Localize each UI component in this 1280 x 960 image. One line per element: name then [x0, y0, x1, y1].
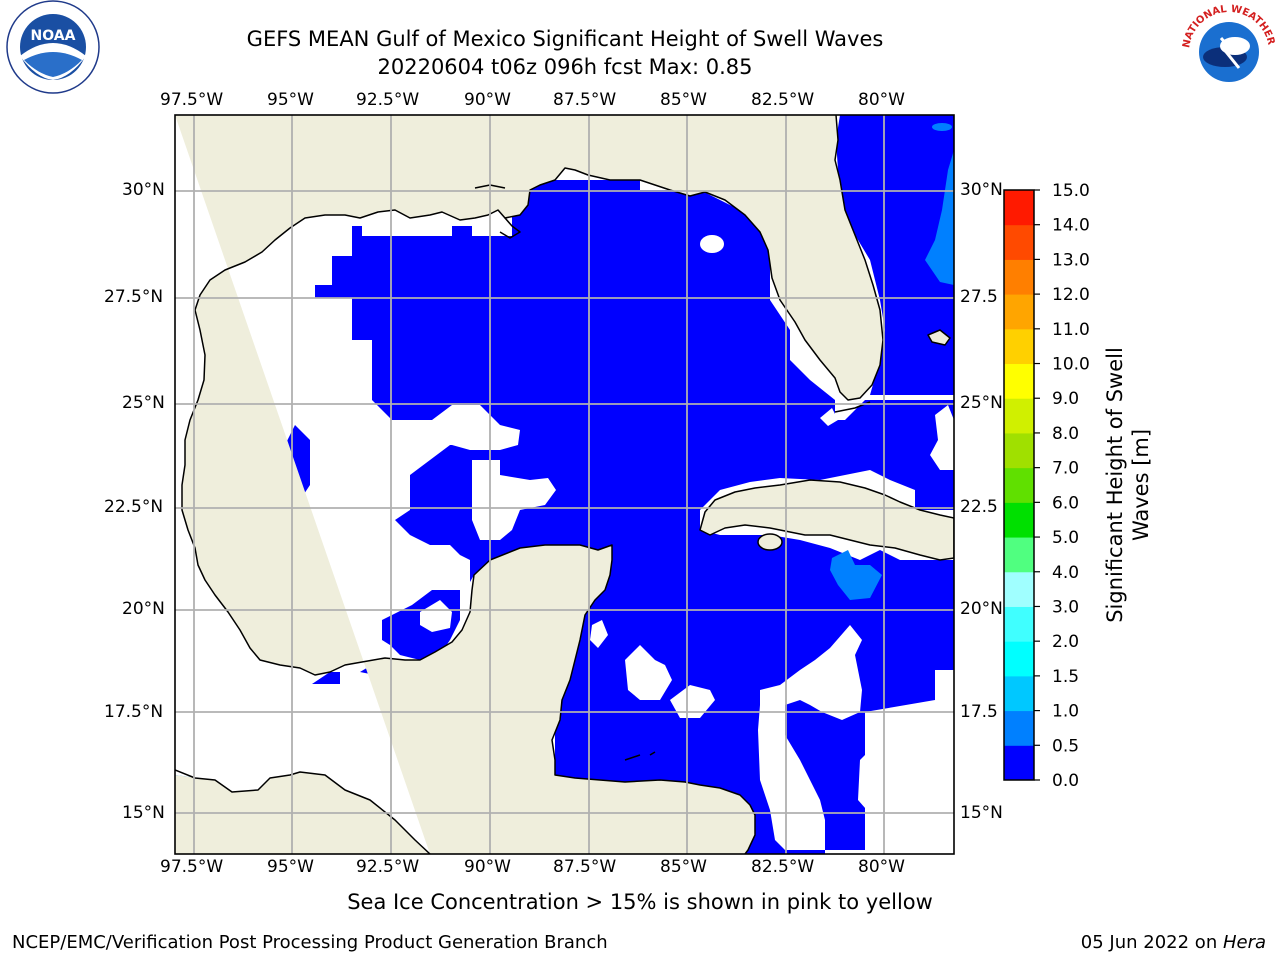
land-mainland [175, 115, 883, 854]
swell-region-coast [312, 672, 340, 684]
no-data-holes [420, 235, 954, 854]
land-andros [927, 329, 951, 346]
colorbar-segment [1004, 294, 1034, 330]
lon-label: 95°W [267, 90, 314, 110]
colorbar-label-line2: Waves [m] [1129, 428, 1153, 542]
land-swan-islands [624, 751, 656, 761]
colorbar-frame [1003, 189, 1035, 781]
swell-light-atlantic-top [932, 123, 952, 131]
coastline-gulf [181, 115, 884, 854]
lat-label: 15°N [122, 803, 165, 823]
colorbar-segment [1004, 606, 1034, 642]
colorbar-segment [1004, 710, 1034, 746]
run-date: 05 Jun 2022 on Hera [1081, 932, 1266, 953]
lat-label: 15°N [960, 803, 1003, 823]
swell-light-caribbean [830, 550, 882, 600]
colorbar-tick-label: 8.0 [1052, 424, 1079, 444]
land-cuba [699, 479, 954, 561]
lat-label: 17.5 [960, 702, 998, 722]
lon-label: 90°W [464, 857, 511, 877]
lon-label: 82.5°W [751, 857, 815, 877]
colorbar-segment [1004, 675, 1034, 712]
lon-label: 85°W [660, 857, 707, 877]
lon-label: 80°W [858, 857, 905, 877]
lon-label: 87.5°W [553, 90, 617, 110]
colorbar-tick-label: 12.0 [1052, 285, 1090, 305]
lat-label: 22.5 [960, 497, 998, 517]
lat-label: 25°N [122, 393, 165, 413]
colorbar-tick-label: 7.0 [1052, 459, 1079, 479]
colorbar-label-line1: Significant Height of Swell [1103, 347, 1127, 623]
colorbar-tick-label: 11.0 [1052, 320, 1090, 340]
lon-label: 92.5°W [356, 857, 420, 877]
lat-label: 27.5 [960, 287, 998, 307]
lat-label: 22.5°N [104, 497, 164, 517]
swell-light-atlantic [925, 150, 954, 285]
nws-logo: NATIONAL WEATHER SERVICE [1175, 0, 1277, 98]
colorbar-segment [1004, 363, 1034, 399]
lat-label: 25°N [960, 393, 1003, 413]
colorbar-tick-label: 13.0 [1052, 250, 1090, 270]
lat-label: 17.5°N [104, 702, 164, 722]
land-isle-of-youth [757, 533, 783, 551]
colorbar-tick-label: 9.0 [1052, 389, 1079, 409]
lon-label: 90°W [464, 90, 511, 110]
colorbar-tick-label: 0.0 [1052, 771, 1079, 791]
colorbar-tick-label: 1.0 [1052, 702, 1079, 722]
map-title: GEFS MEAN Gulf of Mexico Significant Hei… [246, 27, 884, 51]
lon-label: 87.5°W [553, 857, 617, 877]
colorbar-segment [1004, 190, 1034, 226]
sea-ice-note: Sea Ice Concentration > 15% is shown in … [347, 890, 933, 914]
colorbar-segment [1004, 641, 1034, 677]
lon-label: 97.5°W [160, 857, 224, 877]
lat-label: 20°N [122, 599, 165, 619]
graticule [175, 115, 954, 854]
colorbar-tick-label: 15.0 [1052, 181, 1090, 201]
lon-label: 85°W [660, 90, 707, 110]
lat-label: 27.5°N [104, 287, 164, 307]
run-date-text: 05 Jun 2022 on [1080, 932, 1223, 953]
swell-region-atlantic [836, 115, 954, 395]
colorbar-tick-label: 6.0 [1052, 493, 1079, 513]
noaa-logo-text: NOAA [31, 28, 76, 44]
colorbar-segment [1004, 259, 1034, 295]
colorbar-tick-label: 4.0 [1052, 563, 1079, 583]
colorbar-segment [1004, 467, 1034, 503]
colorbar-segment [1004, 571, 1034, 607]
lon-label: 82.5°W [751, 90, 815, 110]
lon-label: 95°W [267, 857, 314, 877]
lon-label: 97.5°W [160, 90, 224, 110]
colorbar-tick-label: 14.0 [1052, 216, 1090, 236]
colorbar-segment [1004, 398, 1034, 434]
credit-text: NCEP/EMC/Verification Post Processing Pr… [12, 932, 608, 953]
noaa-logo: NOAA [6, 0, 100, 94]
run-host: Hera [1222, 932, 1266, 953]
colorbar-tick-label: 2.0 [1052, 632, 1079, 652]
colorbar-segment [1004, 502, 1034, 538]
lat-label: 30°N [122, 180, 165, 200]
map-frame [174, 114, 955, 855]
colorbar-segment [1004, 537, 1034, 573]
lon-label: 80°W [858, 90, 905, 110]
lat-label: 20°N [960, 599, 1003, 619]
map-subtitle: 20220604 t06z 096h fcst Max: 0.85 [377, 55, 753, 79]
colorbar-segment [1004, 432, 1034, 469]
lon-label: 92.5°W [356, 90, 420, 110]
colorbar-tick-label: 3.0 [1052, 597, 1079, 617]
lat-label: 30°N [960, 180, 1003, 200]
colorbar-segment [1004, 745, 1034, 781]
colorbar-tick-label: 0.5 [1052, 736, 1079, 756]
colorbar-tick-label: 5.0 [1052, 528, 1079, 548]
colorbar-segment [1004, 224, 1034, 260]
colorbar-tick-label: 1.5 [1052, 667, 1079, 687]
colorbar-segment [1004, 328, 1034, 365]
colorbar-tick-label: 10.0 [1052, 355, 1090, 375]
